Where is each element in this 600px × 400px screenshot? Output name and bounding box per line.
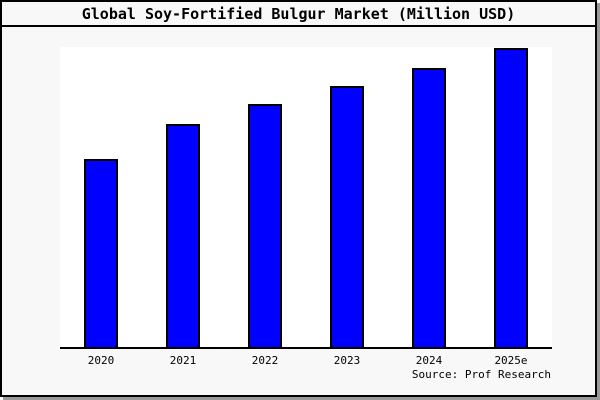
x-tick-label: 2020 [87, 354, 115, 367]
x-tick-label: 2022 [251, 354, 279, 367]
bar-2021 [166, 124, 200, 347]
x-tick-label: 2024 [415, 354, 443, 367]
x-axis-labels: 2020 2021 2022 2023 2024 2025e [60, 354, 552, 370]
bar-2020 [84, 159, 118, 347]
x-tick-label: 2025e [494, 354, 528, 367]
bar-2022 [248, 104, 282, 347]
plot-area [60, 47, 552, 349]
x-tick-label: 2023 [333, 354, 361, 367]
title-bar: Global Soy-Fortified Bulgur Market (Mill… [2, 2, 595, 27]
chart-title: Global Soy-Fortified Bulgur Market (Mill… [81, 5, 516, 23]
bar-2024 [412, 68, 446, 347]
source-label: Source: Prof Research [411, 368, 551, 381]
bar-2025e [494, 48, 528, 347]
x-tick-label: 2021 [169, 354, 197, 367]
bar-2023 [330, 86, 364, 347]
